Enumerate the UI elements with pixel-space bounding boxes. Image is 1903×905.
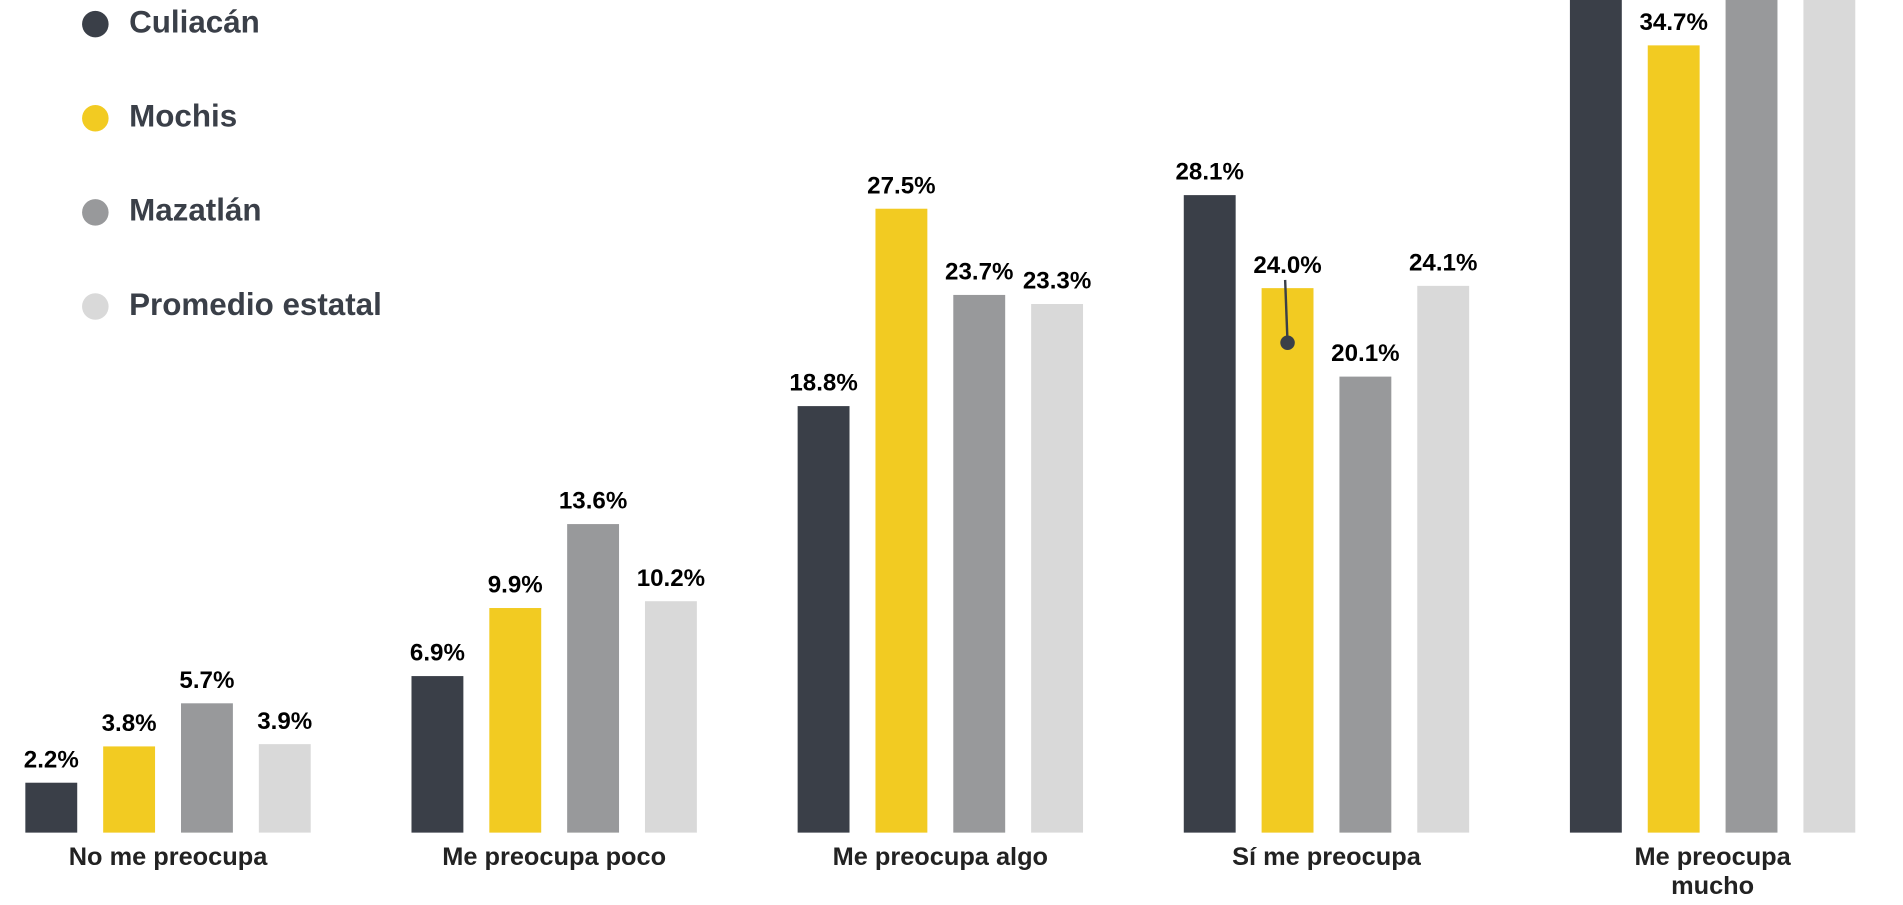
- bar: [258, 744, 311, 833]
- bar: [1417, 285, 1470, 833]
- bar: [1031, 304, 1084, 833]
- value-label: 5.7%: [179, 667, 234, 694]
- category-label: Me preocupa algo: [832, 843, 1049, 872]
- value-label: 13.6%: [559, 488, 627, 515]
- value-label: 27.5%: [867, 172, 935, 199]
- value-label: 23.3%: [1023, 268, 1091, 295]
- legend-swatch: [82, 104, 109, 132]
- value-label: 2.2%: [24, 746, 79, 773]
- category-label: Me preocupa poco: [442, 843, 667, 872]
- bar: [1803, 0, 1856, 833]
- bar: [1261, 288, 1314, 833]
- value-label: 3.8%: [102, 710, 157, 737]
- legend-swatch: [82, 293, 109, 320]
- value-label: 28.1%: [1176, 159, 1244, 186]
- bar: [1569, 0, 1622, 833]
- value-label: 20.1%: [1331, 340, 1399, 367]
- category-label: Me preocupa mucho: [1634, 843, 1791, 901]
- bar: [567, 524, 620, 833]
- legend-label: Mazatlán: [129, 193, 261, 228]
- legend-label: Culiacán: [129, 4, 260, 39]
- bar: [644, 601, 697, 833]
- legend-swatch: [82, 10, 109, 38]
- value-label: 10.2%: [637, 565, 705, 592]
- value-label: 24.1%: [1409, 250, 1477, 277]
- bar: [1725, 0, 1778, 833]
- bar: [875, 208, 928, 833]
- bar: [1647, 45, 1700, 833]
- value-label: 34.7%: [1639, 9, 1707, 36]
- category-label: No me preocupa: [68, 843, 268, 872]
- category-label: Sí me preocupa: [1232, 843, 1421, 872]
- value-label: 23.7%: [945, 259, 1013, 286]
- value-label: 3.9%: [257, 708, 312, 735]
- value-label: 6.9%: [410, 640, 465, 667]
- bar: [797, 406, 850, 833]
- pointer-line: [1283, 279, 1289, 343]
- value-label: 24.0%: [1253, 252, 1321, 279]
- bar: [953, 294, 1006, 833]
- legend-label: Mochis: [129, 99, 237, 134]
- bar: [489, 608, 542, 833]
- bar: [181, 703, 233, 833]
- bar: [103, 746, 156, 833]
- value-label: 18.8%: [789, 370, 857, 397]
- bar: [1339, 376, 1392, 833]
- value-label: 9.9%: [488, 572, 543, 599]
- bar: [25, 782, 78, 833]
- bar: [1183, 195, 1236, 833]
- pointer-dot: [1280, 335, 1295, 350]
- legend-label: Promedio estatal: [129, 287, 382, 322]
- legend-swatch: [82, 199, 109, 226]
- bar: [411, 676, 464, 833]
